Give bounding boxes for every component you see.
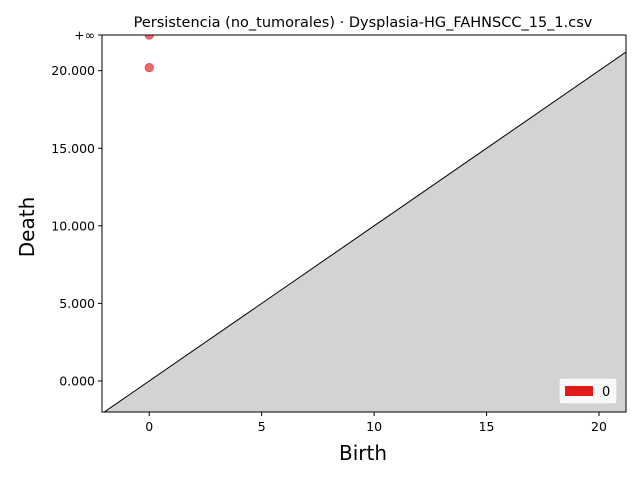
x-axis-label: Birth [339,441,387,465]
chart-title: Persistencia (no_tumorales) · Dysplasia-… [134,15,593,31]
y-tick-label: 0.000 [59,373,95,388]
y-tick-label: 10.000 [51,218,95,233]
data-point [144,62,154,73]
x-tick-label: 0 [145,419,153,434]
x-tick-label: 20 [591,419,607,434]
y-tick-label: 15.000 [51,141,95,156]
y-tick-label: +∞ [74,28,95,43]
legend-swatch [565,386,593,396]
axes: 0 5 10 15 20 0.000 5.000 10.000 15.000 20.000 +∞ [51,28,627,434]
y-tick-label: 20.000 [51,63,95,78]
plot-area [102,35,626,412]
shaded-region [102,52,626,412]
x-tick-label: 10 [366,419,382,434]
y-axis-label: Death [15,197,39,257]
legend-label: 0 [602,385,610,400]
legend: 0 [558,377,618,405]
y-tick-label: 5.000 [59,296,95,311]
x-tick-label: 15 [479,419,495,434]
data-point [144,35,154,40]
axes-frame [101,34,627,413]
plot-inner [102,35,626,412]
x-tick-label: 5 [258,419,266,434]
diagonal-line [103,51,626,412]
